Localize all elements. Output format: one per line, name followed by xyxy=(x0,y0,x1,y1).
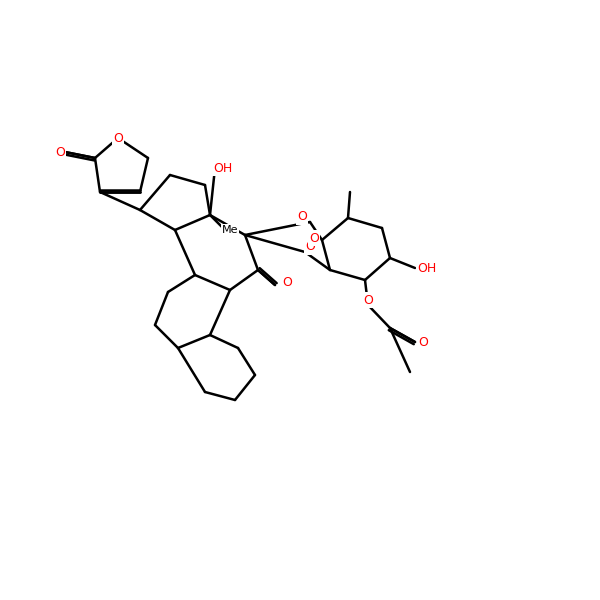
Text: O: O xyxy=(363,293,373,307)
Text: O: O xyxy=(305,241,315,253)
Text: OH: OH xyxy=(418,262,437,275)
Text: O: O xyxy=(297,211,307,223)
Text: O: O xyxy=(282,277,292,289)
Text: O: O xyxy=(113,131,123,145)
Text: O: O xyxy=(309,232,319,245)
Text: O: O xyxy=(418,335,428,349)
Text: OH: OH xyxy=(214,161,233,175)
Text: Me: Me xyxy=(222,225,238,235)
Text: O: O xyxy=(55,145,65,158)
